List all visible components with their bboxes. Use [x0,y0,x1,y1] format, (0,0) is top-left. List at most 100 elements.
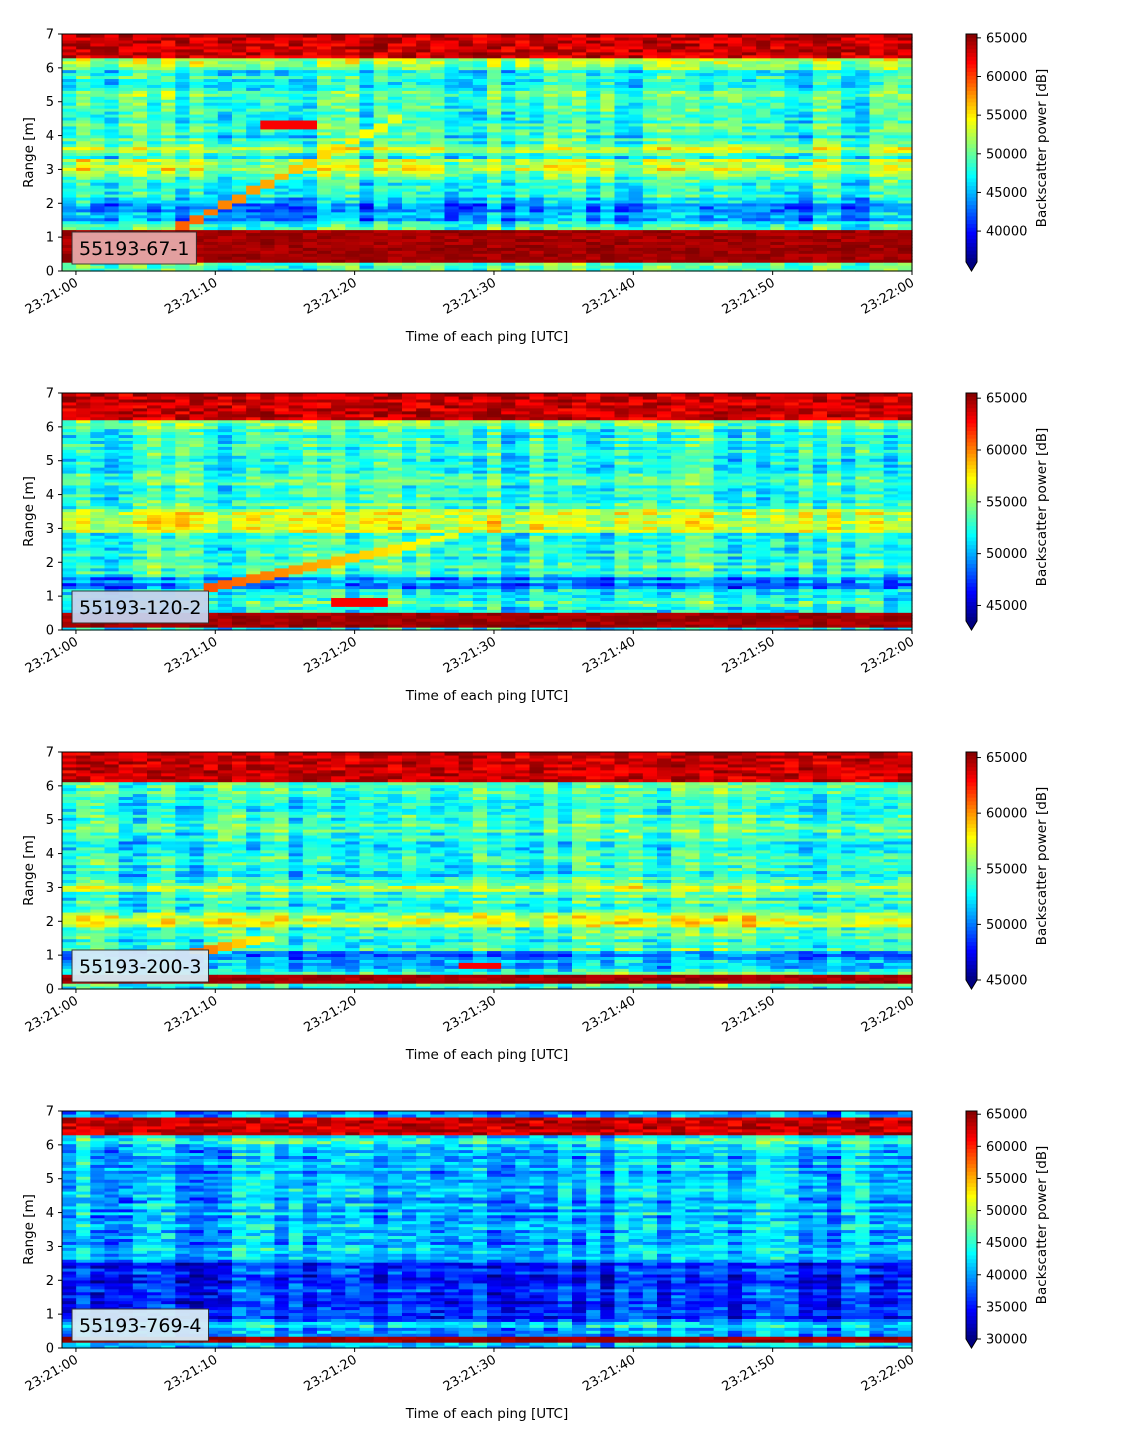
heatmap-cell [515,39,531,44]
heatmap-cell [784,244,800,248]
heatmap-cell [359,211,375,216]
heatmap-cell [657,268,672,272]
heatmap-cell [742,247,757,251]
heatmap-cell [373,241,389,245]
heatmap-cell [76,69,91,74]
heatmap-cell [161,96,176,100]
heatmap-cell [713,75,729,80]
heatmap-cell [359,226,375,231]
heatmap-cell [487,205,502,210]
heatmap-cell [614,125,630,130]
heatmap-cell [671,146,686,151]
heatmap-cell [359,259,375,263]
heatmap-cell [147,220,162,225]
heatmap-cell [657,167,672,171]
heatmap-cell [317,268,332,272]
heatmap-cell [614,34,630,38]
heatmap-cell [274,155,290,160]
heatmap-cell [841,170,856,174]
heatmap-cell [302,182,318,186]
heatmap-cell [798,137,814,142]
heatmap-cell [118,45,134,50]
heatmap-cell [161,149,176,154]
heatmap-cell [784,253,800,257]
heatmap-cell [76,84,91,88]
heatmap-cell [274,63,290,68]
heatmap-cell [487,102,502,106]
heatmap-cell [402,217,417,222]
heatmap-cell [317,164,332,168]
heatmap-cell [331,158,346,162]
heatmap-cell [543,93,559,97]
heatmap-cell [897,191,913,195]
heatmap-cell [883,185,899,189]
heatmap-cell [345,99,361,103]
heatmap-cell [685,193,701,198]
heatmap-cell [189,66,205,71]
heatmap-cell [387,146,403,151]
heatmap-cell [373,259,389,263]
heatmap-cell [487,63,502,68]
heatmap-cell [472,220,488,225]
heatmap-cell [699,51,715,56]
heatmap-cell [359,220,375,225]
heatmap-cell [359,176,375,180]
heatmap-cell [628,185,644,189]
heatmap-cell [614,223,630,228]
heatmap-cell [331,111,346,115]
heatmap-cell [827,170,842,174]
heatmap-cell [586,229,601,234]
heatmap-cell [232,170,247,174]
heatmap-cell [614,244,630,248]
heatmap-cell [557,232,573,237]
heatmap-cell [444,244,460,248]
heatmap-cell [501,149,516,154]
heatmap-cell [317,155,332,160]
heatmap-cell [260,217,276,222]
heatmap-cell [557,179,573,183]
heatmap-cell [812,45,828,50]
heatmap-cell [487,226,502,231]
heatmap-cell [345,232,361,237]
heatmap-cell [217,39,233,44]
colorbar-segment [966,189,977,195]
heatmap-cell [472,143,488,148]
heatmap-cell [118,51,134,56]
heatmap-cell [175,54,191,59]
heatmap-cell [317,185,332,189]
heatmap-cell [274,256,290,260]
heatmap-cell [90,229,106,234]
heatmap-cell [76,72,91,77]
heatmap-cell [515,226,531,231]
heatmap-cell [572,205,587,210]
heatmap-cell [501,253,516,257]
heatmap-cell [189,113,205,118]
heatmap-cell [147,223,162,228]
heatmap-cell [657,188,672,192]
heatmap-cell [628,90,644,94]
heatmap-cell [841,208,856,213]
heatmap-cell [586,238,601,242]
heatmap-cell [713,176,729,180]
heatmap-cell [387,93,403,97]
heatmap-cell [246,182,261,186]
heatmap-cell [784,173,800,177]
heatmap-cell [430,75,446,80]
heatmap-cell [657,191,672,195]
heatmap-cell [642,182,658,186]
heatmap-cell [784,211,800,216]
heatmap-cell [472,152,488,157]
heatmap-cell [90,93,106,97]
heatmap-cell [798,69,814,74]
heatmap-cell [147,155,162,160]
heatmap-cell [671,39,686,44]
heatmap-cell [671,111,686,115]
heatmap-cell [90,134,106,139]
heatmap-cell [345,78,361,82]
y-axis-label: Range [m] [21,117,37,188]
heatmap-cell [302,93,318,97]
heatmap-cell [373,75,389,80]
heatmap-cell [458,51,474,56]
heatmap-cell [387,179,403,183]
heatmap-cell [628,193,644,198]
